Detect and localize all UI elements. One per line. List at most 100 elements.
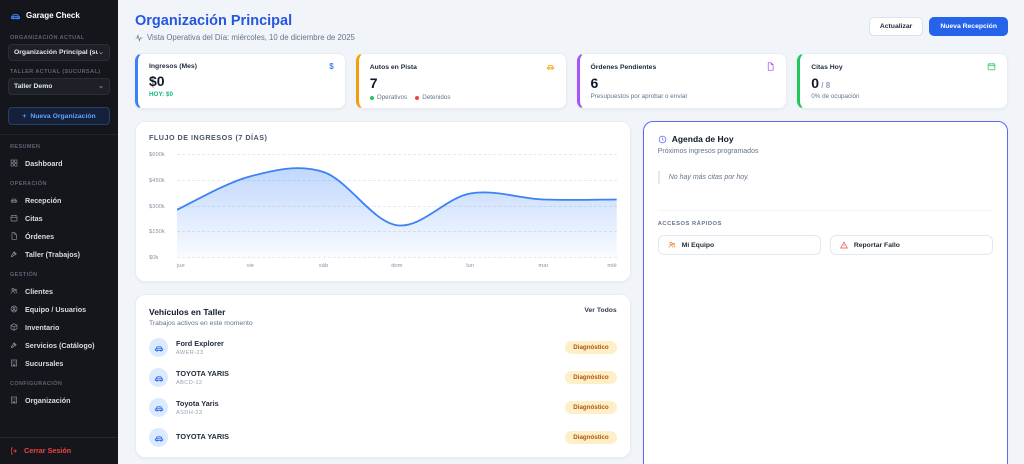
vehicle-row[interactable]: TOYOTA YARIS ABCD-12 Diagnóstico bbox=[149, 368, 617, 387]
chart-title: FLUJO DE INGRESOS (7 DÍAS) bbox=[149, 133, 268, 142]
plus-icon: + bbox=[22, 112, 27, 120]
file-icon bbox=[768, 62, 774, 71]
organization-select-value: Organización Principal (sup bbox=[14, 49, 98, 56]
stat-title: Autos en Pista bbox=[369, 64, 417, 71]
branch-select-value: Taller Demo bbox=[14, 83, 53, 90]
stat-value: 7 bbox=[369, 75, 378, 91]
logout-icon bbox=[11, 447, 17, 454]
org-section-label: ORGANIZACIÓN ACTUAL bbox=[10, 35, 85, 41]
chart-ytick-label: $450k bbox=[149, 177, 165, 184]
refresh-button[interactable]: Actualizar bbox=[868, 17, 924, 36]
sidebar-item-servicios[interactable]: Servicios (Catálogo) bbox=[10, 336, 108, 354]
vehicle-avatar bbox=[149, 398, 168, 417]
area-chart-plot bbox=[177, 154, 617, 257]
sidebar-item-ordenes[interactable]: Órdenes bbox=[10, 227, 108, 245]
sidebar-item-sucursales[interactable]: Sucursales bbox=[10, 354, 108, 372]
car-icon bbox=[154, 405, 163, 412]
view-all-link[interactable]: Ver Todos bbox=[584, 307, 617, 314]
chart-ytick-label: $600k bbox=[149, 152, 165, 158]
stat-value: $0 bbox=[149, 73, 165, 89]
stat-title: Citas Hoy bbox=[811, 64, 843, 71]
sidebar-item-inventario[interactable]: Inventario bbox=[10, 318, 108, 336]
car-icon bbox=[10, 198, 18, 203]
nav-section-operacion: OPERACIÓN bbox=[10, 181, 47, 187]
new-organization-button[interactable]: + Nueva Organización bbox=[8, 107, 110, 125]
my-team-button[interactable]: Mi Equipo bbox=[657, 235, 821, 255]
page-title-block: Organización Principal Vista Operativa d… bbox=[135, 13, 355, 42]
chart-xtick-label: mié bbox=[607, 263, 617, 269]
stat-legend: Operativos Detenidos bbox=[369, 94, 555, 101]
sidebar-item-clientes[interactable]: Clientes bbox=[10, 282, 108, 300]
chart-xtick-label: lun bbox=[466, 263, 474, 269]
sidebar-nav: RESUMEN Dashboard OPERACIÓN Recepción Ci… bbox=[0, 134, 118, 409]
vehicles-in-shop-card: Vehículos en Taller Trabajos activos en … bbox=[135, 294, 631, 458]
chevron-down-icon bbox=[99, 51, 103, 54]
wrench-icon bbox=[11, 342, 17, 348]
vehicle-row[interactable]: Ford Explorer AWER-23 Diagnóstico bbox=[149, 338, 617, 357]
status-badge: Diagnóstico bbox=[565, 371, 617, 384]
red-dot bbox=[415, 95, 420, 100]
car-logo-icon bbox=[10, 14, 21, 20]
car-icon bbox=[546, 65, 554, 70]
sidebar-item-equipo[interactable]: Equipo / Usuarios bbox=[10, 300, 108, 318]
clock-icon bbox=[658, 135, 666, 143]
vehicle-name: TOYOTA YARIS bbox=[176, 369, 229, 378]
income-flow-chart: $600k $450k $300k $150k $0k bbox=[149, 152, 617, 261]
user-circle-icon bbox=[10, 305, 18, 313]
organization-select[interactable]: Organización Principal (sup bbox=[8, 44, 110, 61]
status-badge: Diagnóstico bbox=[565, 431, 617, 444]
new-reception-button[interactable]: Nueva Recepción bbox=[929, 17, 1008, 36]
page-header: Organización Principal Vista Operativa d… bbox=[135, 13, 1008, 42]
stat-subtext: 0% de ocupación bbox=[811, 93, 860, 100]
chart-gridline: $450k bbox=[149, 178, 617, 184]
stat-value: 6 bbox=[590, 75, 599, 91]
branch-section-label: TALLER ACTUAL (SUCURSAL) bbox=[10, 69, 101, 75]
vehicle-plate: ABCD-12 bbox=[176, 380, 203, 386]
sidebar-item-organizacion[interactable]: Organización bbox=[10, 391, 108, 409]
car-icon bbox=[154, 345, 163, 352]
vehicles-subtitle: Trabajos activos en este momento bbox=[149, 320, 253, 327]
logout-button[interactable]: Cerrar Sesión bbox=[0, 437, 118, 464]
vehicle-avatar bbox=[149, 368, 168, 387]
sidebar: Garage Check ORGANIZACIÓN ACTUAL Organiz… bbox=[0, 0, 118, 464]
building-icon bbox=[11, 396, 17, 404]
agenda-subtitle: Próximos ingresos programados bbox=[657, 148, 759, 155]
building-icon bbox=[11, 359, 17, 367]
chart-ytick-label: $300k bbox=[149, 203, 165, 210]
package-icon bbox=[10, 323, 18, 331]
car-icon bbox=[154, 375, 163, 382]
stat-value-suffix: / 8 bbox=[819, 81, 831, 90]
sidebar-item-citas[interactable]: Citas bbox=[10, 209, 108, 227]
agenda-card: Agenda de Hoy Próximos ingresos programa… bbox=[642, 121, 1008, 464]
vehicle-row[interactable]: Toyota Yaris ASDH-23 Diagnóstico bbox=[149, 398, 617, 417]
page-title: Organización Principal bbox=[135, 13, 293, 29]
stat-card-ingresos: Ingresos (Mes) $ $0 HOY: $0 bbox=[135, 53, 346, 109]
calendar-icon bbox=[10, 215, 18, 222]
vehicle-row[interactable]: TOYOTA YARIS Diagnóstico bbox=[149, 428, 617, 447]
vehicle-avatar bbox=[149, 428, 168, 447]
nav-section-configuracion: CONFIGURACIÓN bbox=[10, 381, 63, 387]
nav-section-gestion: GESTIÓN bbox=[10, 272, 38, 278]
vehicle-name: TOYOTA YARIS bbox=[176, 432, 229, 441]
chart-gridline: $600k bbox=[149, 152, 617, 158]
stat-card-citas: Citas Hoy 0 / 8 0% de ocupación bbox=[797, 53, 1008, 109]
app-logo: Garage Check bbox=[0, 0, 118, 27]
nav-section-resumen: RESUMEN bbox=[10, 144, 41, 150]
branch-select[interactable]: Taller Demo bbox=[8, 78, 110, 95]
stat-value: 0 / 8 bbox=[811, 75, 831, 91]
sidebar-item-taller[interactable]: Taller (Trabajos) bbox=[10, 245, 108, 263]
stat-card-autos: Autos en Pista 7 Operativos Detenidos bbox=[355, 53, 567, 109]
agenda-empty-message: No hay más citas por hoy. bbox=[657, 171, 993, 184]
status-badge: Diagnóstico bbox=[565, 401, 617, 414]
stat-subtext: Presupuestos por aprobar o enviar bbox=[590, 93, 688, 100]
sidebar-item-dashboard[interactable]: Dashboard bbox=[10, 154, 108, 172]
green-dot bbox=[369, 95, 374, 100]
team-icon bbox=[668, 242, 676, 248]
sidebar-item-recepcion[interactable]: Recepción bbox=[10, 191, 108, 209]
chart-ytick-label: $150k bbox=[149, 229, 165, 236]
report-failure-button[interactable]: Reportar Fallo bbox=[829, 235, 993, 255]
chart-x-axis: jue vie sáb dom lun mar mié bbox=[177, 261, 617, 273]
activity-icon bbox=[135, 33, 143, 42]
stat-subtext: HOY: $0 bbox=[149, 91, 174, 98]
vehicle-plate: AWER-23 bbox=[176, 350, 204, 356]
